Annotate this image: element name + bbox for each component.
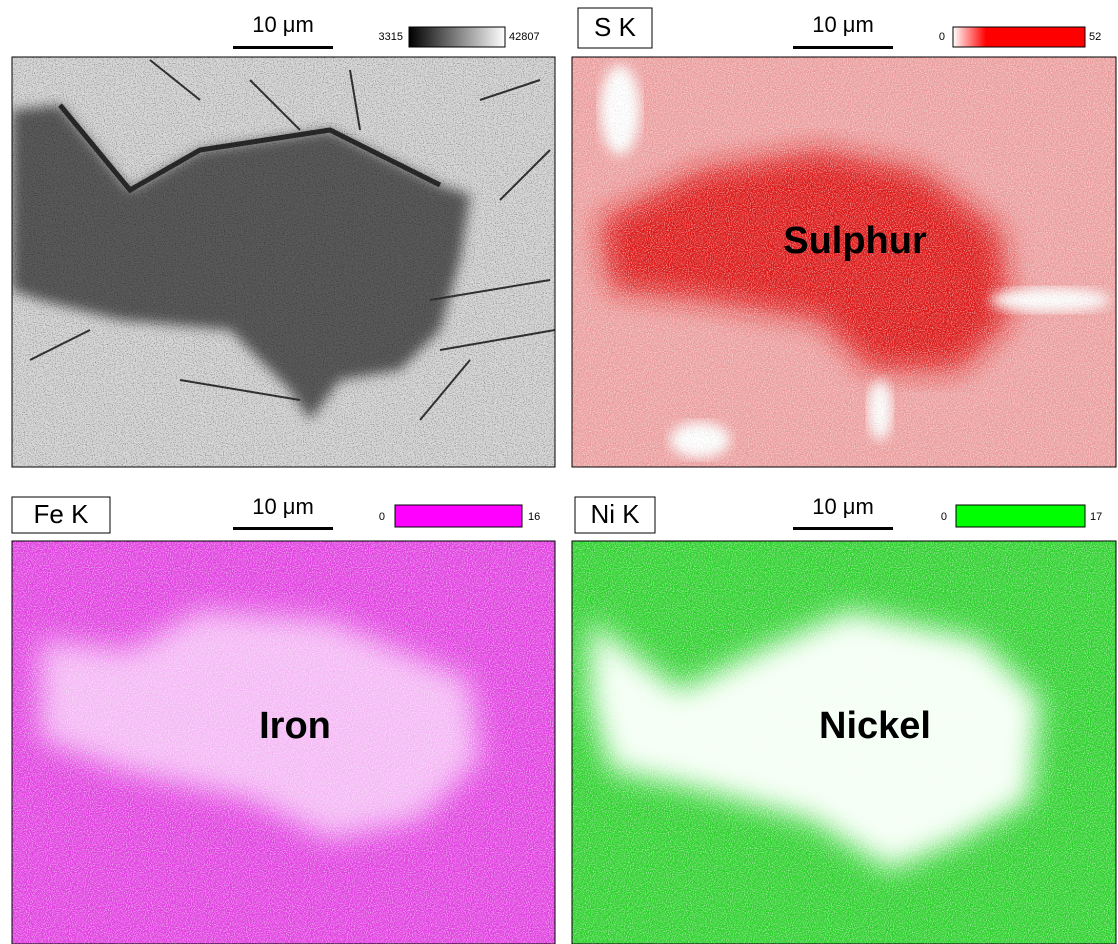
scale-bar bbox=[233, 527, 333, 530]
color-scale-max: 16 bbox=[528, 511, 540, 523]
element-label: Ni K bbox=[590, 499, 640, 529]
eds-figure: 10 μm 3315 42807 S K 10 μm 0 52 Fe K 10 … bbox=[0, 0, 1118, 944]
color-scale-min: 0 bbox=[939, 31, 945, 43]
electron-image bbox=[12, 57, 555, 467]
element-label: Fe K bbox=[34, 499, 90, 529]
scale-bar bbox=[793, 46, 893, 49]
scale-bar-label: 10 μm bbox=[812, 494, 874, 519]
color-scale bbox=[953, 27, 1085, 47]
element-name: Nickel bbox=[819, 705, 931, 747]
element-name: Sulphur bbox=[783, 220, 927, 262]
color-scale bbox=[956, 505, 1085, 527]
scale-bar bbox=[793, 527, 893, 530]
color-scale bbox=[409, 27, 505, 47]
color-scale-max: 42807 bbox=[509, 31, 540, 43]
scale-bar-label: 10 μm bbox=[812, 12, 874, 37]
scale-bar bbox=[233, 46, 333, 49]
color-scale-min: 0 bbox=[941, 511, 947, 523]
scale-bar-label: 10 μm bbox=[252, 494, 314, 519]
element-name: Iron bbox=[259, 705, 331, 747]
scale-bar-label: 10 μm bbox=[252, 12, 314, 37]
color-scale-min: 0 bbox=[379, 511, 385, 523]
color-scale-min: 3315 bbox=[379, 31, 403, 43]
color-scale-max: 17 bbox=[1090, 511, 1102, 523]
color-scale-max: 52 bbox=[1089, 31, 1101, 43]
color-scale bbox=[395, 505, 522, 527]
element-label: S K bbox=[594, 12, 637, 42]
